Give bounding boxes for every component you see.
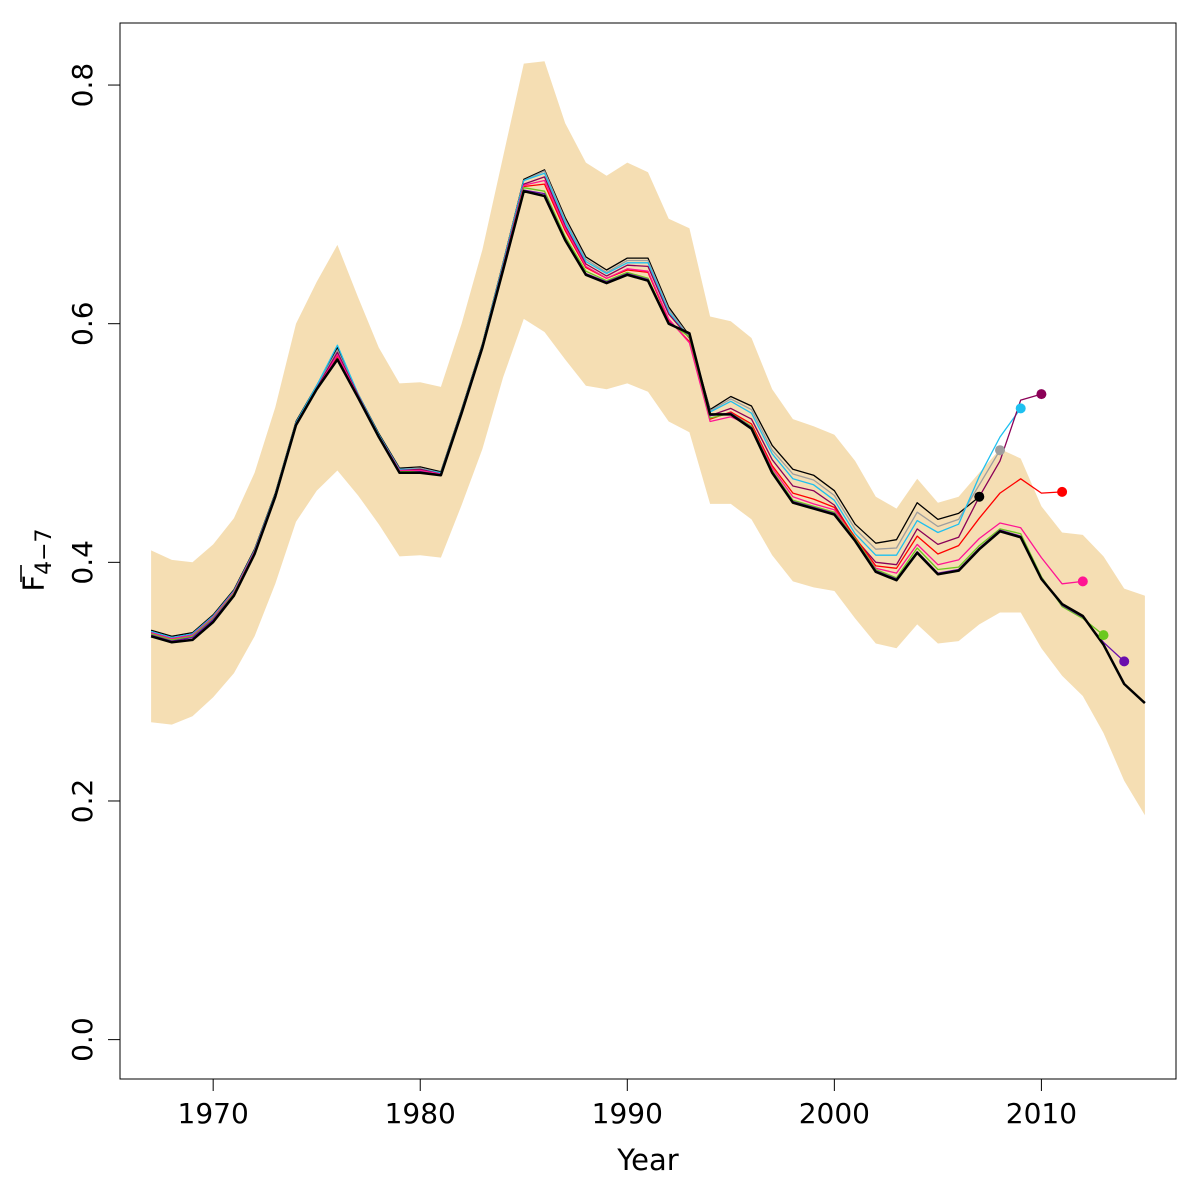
- series-end-point-2: [995, 445, 1005, 456]
- series-line-0: [150, 189, 1146, 705]
- series-end-point-3: [1015, 403, 1026, 414]
- y-tick-label: 0.4: [66, 540, 99, 585]
- series-end-point-5: [1057, 486, 1068, 497]
- y-tick-label: 0.8: [66, 63, 99, 108]
- x-tick-label: 1980: [385, 1097, 456, 1130]
- y-axis-title-subscript: 4−7: [32, 528, 57, 574]
- x-tick-label: 1970: [178, 1097, 249, 1130]
- x-axis-title: Year: [616, 1143, 678, 1177]
- svg-text:F4−7: F4−7: [17, 528, 57, 591]
- y-tick-label: 0.6: [66, 301, 99, 346]
- band-area: [151, 61, 1145, 816]
- y-axis-title: F4−7: [17, 528, 57, 591]
- x-axis: 1970 1980 1990 2000 2010: [178, 1078, 1077, 1130]
- y-tick-label: 0.2: [66, 779, 99, 824]
- y-axis: 0.0 0.2 0.4 0.6 0.8: [66, 63, 121, 1062]
- confidence-band: [151, 61, 1145, 816]
- series-end-point-1: [974, 491, 985, 502]
- x-tick-label: 2010: [1006, 1097, 1077, 1130]
- series-lines: [150, 169, 1146, 705]
- x-tick-label: 1990: [592, 1097, 663, 1130]
- series-end-point-4: [1036, 389, 1047, 400]
- y-tick-label: 0.0: [66, 1017, 99, 1062]
- series-end-point-6: [1077, 576, 1088, 587]
- x-tick-label: 2000: [799, 1097, 870, 1130]
- series-end-point-7: [1098, 630, 1109, 641]
- y-axis-title-main: F: [17, 575, 51, 592]
- series-end-point-8: [1119, 656, 1130, 667]
- series-end-points: [974, 389, 1130, 667]
